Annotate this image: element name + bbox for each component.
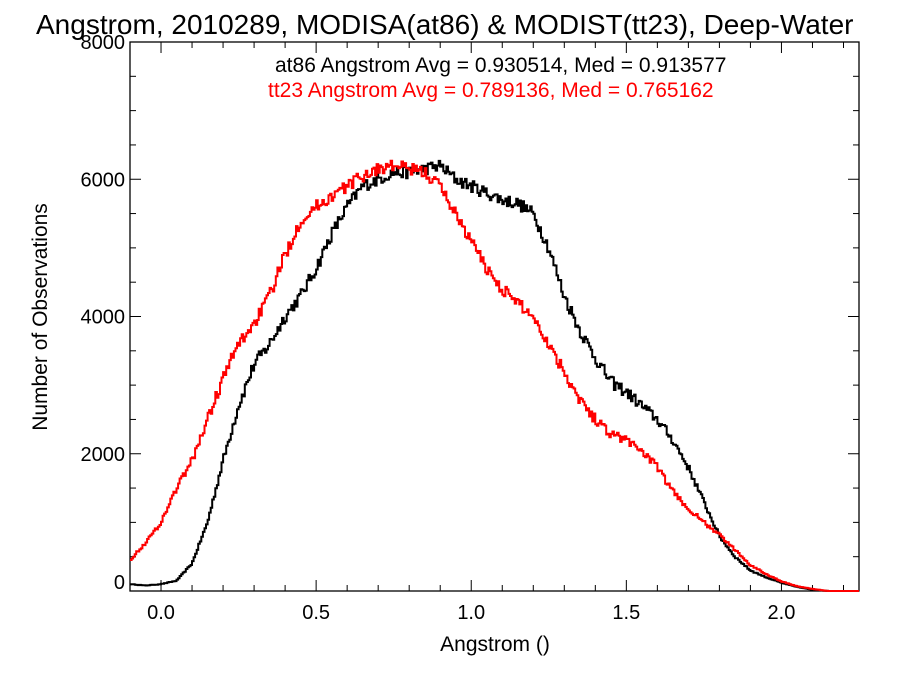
- axis-ticks: [129, 41, 859, 592]
- y-tick-label: 0: [114, 572, 125, 594]
- series-line-1: [130, 159, 859, 592]
- x-tick-label: 0.5: [302, 602, 330, 624]
- x-tick-label: 0.0: [147, 602, 175, 624]
- chart-title: Angstrom, 2010289, MODISA(at86) & MODIST…: [36, 9, 853, 40]
- plot-frame: [129, 41, 860, 592]
- annotation-at86: at86 Angstrom Avg = 0.930514, Med = 0.91…: [275, 54, 726, 77]
- x-axis-label: Angstrom (): [440, 633, 550, 656]
- x-tick-labels: 0.0 0.5 1.0 1.5 2.0: [147, 602, 795, 624]
- x-tick-label: 2.0: [768, 602, 796, 624]
- x-tick-label: 1.5: [612, 602, 640, 624]
- annotation-tt23: tt23 Angstrom Avg = 0.789136, Med = 0.76…: [268, 79, 714, 102]
- y-tick-label: 2000: [81, 444, 126, 466]
- y-tick-labels: 0 2000 4000 6000 8000: [81, 32, 126, 594]
- y-tick-label: 6000: [81, 169, 126, 191]
- x-tick-label: 1.0: [457, 602, 485, 624]
- y-tick-label: 8000: [81, 32, 126, 54]
- series-layer: [130, 159, 859, 592]
- series-line-0: [130, 159, 859, 592]
- y-tick-label: 4000: [81, 307, 126, 329]
- y-axis-label: Number of Observations: [29, 203, 52, 431]
